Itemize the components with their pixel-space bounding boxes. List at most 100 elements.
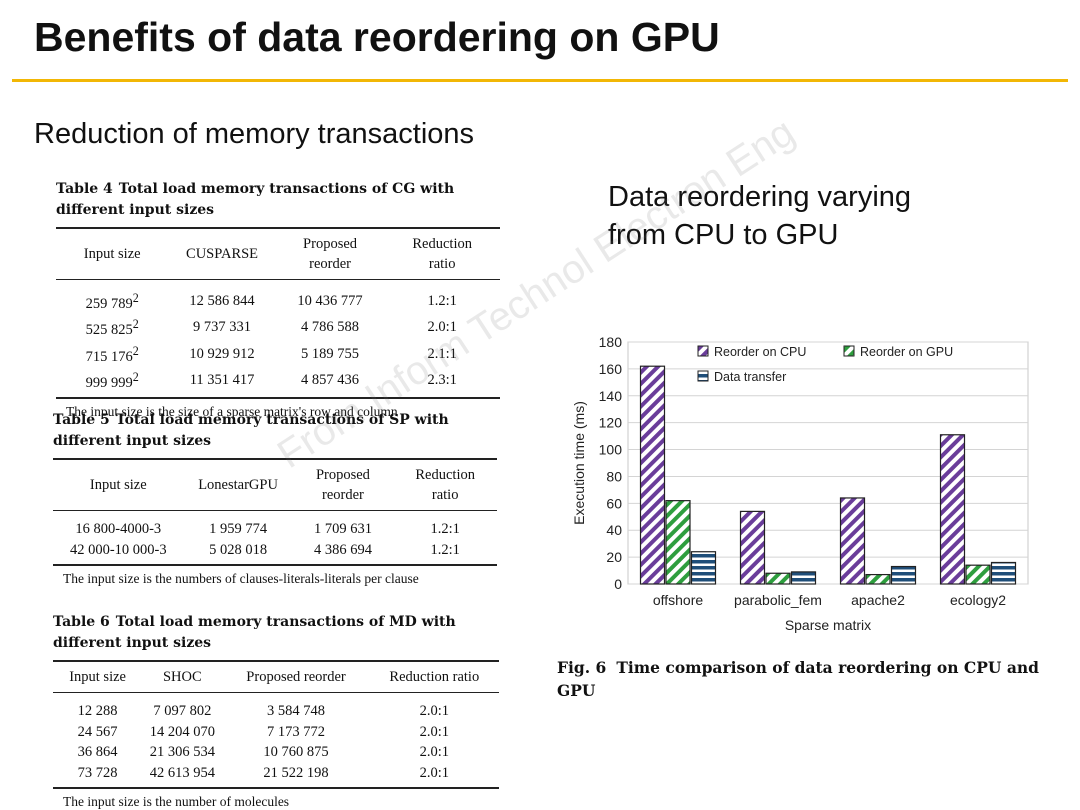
table-6-block: Table 6 Total load memory transactions of…	[53, 612, 499, 810]
table-cell: 1.2:1	[427, 292, 457, 309]
table-cell: 9 737 331	[193, 319, 252, 336]
bar-reorder-on-gpu-apache2	[865, 573, 891, 585]
table-cell: 2.0:1	[419, 723, 450, 740]
table-6-caption-text: Total load memory transactions of MD wit…	[53, 614, 456, 651]
y-tick-label: 80	[606, 468, 622, 484]
table-5-note: The input size is the numbers of clauses…	[53, 564, 497, 587]
bar-data-transfer-parabolic-fem	[790, 571, 817, 585]
table-cell: 4 857 436	[301, 371, 360, 388]
bar-reorder-on-gpu-offshore	[665, 500, 691, 585]
chart-axes: 0 20 40 60 80 100 120 140 160 180 offshore paraboli…	[571, 334, 1006, 633]
table-row: 525 8252 9 737 331 4 786 588 2.0:1	[56, 314, 500, 340]
bar-reorder-on-gpu-parabolic-fem	[765, 572, 791, 585]
table-cell: 14 204 070	[149, 723, 215, 740]
table-cell-size: 42 000-10 000-3	[69, 541, 167, 558]
chart-bars	[639, 365, 1017, 585]
title-divider	[12, 79, 1068, 82]
table-4-caption-text: Total load memory transactions of CG wit…	[56, 181, 455, 218]
bar-reorder-on-cpu-apache2	[839, 497, 866, 585]
table-row: 999 9992 11 351 417 4 857 436 2.3:1	[56, 367, 500, 398]
table-row: 42 000-10 000-3 5 028 018 4 386 694 1.2:…	[53, 540, 497, 566]
table-cell: 2.0:1	[419, 703, 450, 719]
table-4-caption: Table 4 Total load memory transactions of…	[56, 179, 500, 221]
y-tick-label: 60	[606, 495, 622, 511]
table-4: Input size CUSPARSE Proposed reorder Red…	[56, 227, 500, 421]
table-5: Input size LonestarGPU Proposed reorder …	[53, 458, 497, 587]
table-5-header: Input size	[53, 458, 184, 511]
y-tick-label: 120	[599, 415, 623, 431]
table-6-number: Table 6	[53, 614, 110, 630]
table-cell: 10 436 777	[297, 292, 363, 309]
table-cell-size: 999 9992	[85, 369, 139, 391]
table-4-note: The input size is the size of a sparse m…	[56, 397, 500, 421]
execution-time-bar-chart: 0 20 40 60 80 100 120 140 160 180 offshore paraboli…	[571, 334, 1029, 633]
table-6-header: Input size	[53, 660, 143, 693]
table-cell: 7 173 772	[267, 723, 326, 740]
table-4-header: Input size	[56, 227, 169, 280]
legend-swatch	[843, 345, 855, 357]
x-tick-label: parabolic_fem	[734, 592, 822, 608]
x-axis-label: Sparse matrix	[785, 617, 871, 633]
table-cell: 1 959 774	[209, 521, 268, 537]
table-cell: 2.0:1	[419, 764, 450, 781]
y-tick-label: 180	[599, 334, 623, 350]
y-tick-label: 40	[606, 522, 622, 538]
table-cell-size: 525 8252	[85, 317, 139, 339]
y-tick-label: 100	[599, 442, 623, 458]
x-tick-label: ecology2	[950, 592, 1006, 608]
table-cell: 10 929 912	[189, 345, 255, 362]
table-row: 73 728 42 613 954 21 522 198 2.0:1	[53, 763, 499, 789]
table-5-caption-text: Total load memory transactions of SP wit…	[53, 412, 449, 449]
figure-heading-line-1: Data reordering varying	[608, 181, 912, 213]
legend-swatch	[697, 345, 709, 357]
table-6-header: Reduction ratio	[369, 660, 499, 693]
slide-subtitle: Reduction of memory transactions	[34, 118, 475, 150]
table-cell: 21 522 198	[263, 764, 329, 781]
table-row: 12 288 7 097 802 3 584 748 2.0:1	[53, 693, 499, 722]
table-cell-size: 12 288	[77, 703, 118, 719]
x-tick-label: offshore	[653, 592, 704, 608]
table-row: 16 800-4000-3 1 959 774 1 709 631 1.2:1	[53, 511, 497, 540]
table-4-header: CUSPARSE	[168, 227, 276, 280]
table-cell-size: 715 1762	[85, 343, 139, 365]
table-cell: 7 097 802	[153, 703, 212, 719]
bar-reorder-on-cpu-parabolic-fem	[739, 510, 766, 585]
table-5-header: LonestarGPU	[183, 458, 293, 511]
table-cell: 1 709 631	[313, 521, 372, 537]
table-4-header: Proposed reorder	[275, 227, 385, 280]
bar-reorder-on-gpu-ecology2	[965, 564, 991, 585]
table-6-caption: Table 6 Total load memory transactions of…	[53, 612, 499, 654]
table-6-header: SHOC	[142, 660, 223, 693]
y-tick-label: 140	[599, 388, 623, 404]
table-cell: 4 386 694	[313, 541, 372, 558]
table-cell-size: 24 567	[77, 723, 118, 740]
table-cell-size: 16 800-4000-3	[75, 521, 162, 537]
legend-label: Reorder on GPU	[860, 345, 953, 359]
figure-heading-line-2: from CPU to GPU	[608, 219, 839, 251]
table-5-block: Table 5 Total load memory transactions of…	[53, 410, 497, 587]
table-6: Input size SHOC Proposed reorder Reducti…	[53, 660, 499, 810]
table-cell: 4 786 588	[301, 319, 360, 336]
table-cell: 12 586 844	[189, 292, 255, 309]
figure-caption: Fig. 6 Time comparison of data reordering…	[557, 656, 1057, 702]
table-row: 36 864 21 306 534 10 760 875 2.0:1	[53, 742, 499, 763]
legend-swatch	[697, 370, 709, 382]
table-cell: 5 189 755	[301, 345, 360, 362]
table-cell: 10 760 875	[263, 744, 329, 760]
table-cell: 11 351 417	[189, 371, 255, 388]
table-4-number: Table 4	[56, 181, 113, 197]
y-axis-label: Execution time (ms)	[571, 401, 587, 525]
table-cell-size: 36 864	[77, 744, 118, 760]
table-row: 715 1762 10 929 912 5 189 755 2.1:1	[56, 341, 500, 367]
table-cell-size: 73 728	[77, 764, 118, 781]
legend-label: Reorder on CPU	[714, 345, 806, 359]
table-row: 24 567 14 204 070 7 173 772 2.0:1	[53, 722, 499, 743]
bar-data-transfer-offshore	[690, 551, 717, 585]
bar-data-transfer-ecology2	[990, 561, 1017, 585]
bar-data-transfer-apache2	[890, 565, 917, 585]
table-4-block: Table 4 Total load memory transactions of…	[56, 179, 500, 421]
bar-reorder-on-cpu-ecology2	[939, 434, 966, 585]
bar-reorder-on-cpu-offshore	[639, 365, 666, 585]
y-tick-label: 0	[614, 576, 622, 592]
table-cell: 2.0:1	[419, 744, 450, 760]
